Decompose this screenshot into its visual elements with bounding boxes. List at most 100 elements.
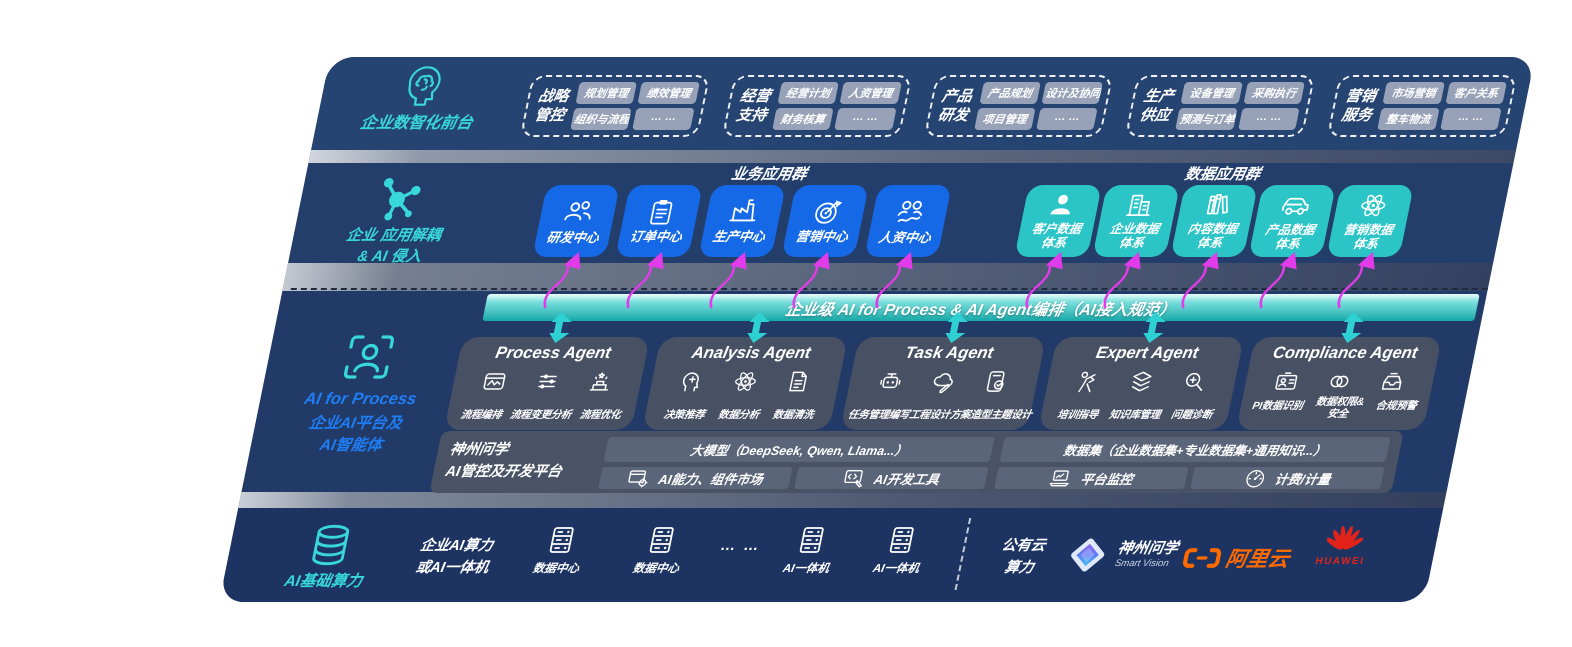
- compute-node-ai-appliance: AI一体机: [764, 525, 854, 576]
- component-market-icon: [626, 467, 652, 489]
- business-app-group-title: 业务应用群: [729, 166, 809, 183]
- ellipsis-nodes: … …: [718, 537, 763, 554]
- laptop-monitor-icon: [1048, 467, 1074, 489]
- agent-capability: 决策推荐: [662, 410, 706, 421]
- module-chip: 组织与流程: [570, 108, 633, 130]
- module-chip: … …: [834, 108, 897, 130]
- dev-tools-icon: [841, 467, 867, 489]
- card-content-data: 内容数据体系: [1170, 185, 1258, 257]
- module-chip: 整车物流: [1377, 108, 1440, 130]
- task-agent-box: Task Agent 任务管理 编写工程设计方案 造型主题设计: [840, 337, 1047, 430]
- orchestration-bar: 企业级 AI for Process & AI Agent编排（AI接入规范）: [482, 294, 1480, 321]
- module-chip: 预测与订单: [1175, 108, 1238, 130]
- front-group-production: 生产供应 设备管理 采购执行 预测与订单 … …: [1125, 75, 1316, 137]
- agent-capability: 任务管理: [846, 410, 890, 421]
- agent-capability: 数据清洗: [771, 410, 815, 421]
- people-icon: [560, 197, 596, 227]
- card-label: 营销中心: [794, 229, 850, 245]
- factory-icon: [727, 197, 762, 226]
- people-wave-icon: [892, 197, 928, 227]
- compute-node-datacenter: 数据中心: [614, 525, 704, 576]
- cell-label: AI能力、组件市场: [657, 471, 765, 487]
- node-label: 数据中心: [531, 563, 581, 575]
- database-icon: [304, 522, 357, 568]
- enterprise-compute-line2: 或AI一体机: [414, 559, 490, 576]
- car-icon: [1277, 190, 1313, 220]
- business-app-cards: 研发中心 订单中心 生产中心 营销中心 人资中心: [532, 185, 952, 257]
- module-chip: 产品规划: [979, 82, 1041, 104]
- agent-capability: 知识库管理: [1107, 410, 1162, 421]
- agent-capability: 问题诊断: [1170, 410, 1214, 421]
- analysis-agent-box: Analysis Agent 决策推荐 数据分析 数据清洗: [642, 337, 849, 430]
- target-icon: [810, 197, 845, 226]
- partner-name: HUAWEI: [1314, 556, 1366, 567]
- atom-icon: [731, 369, 761, 394]
- books-icon: [1200, 191, 1234, 219]
- group-title: 战略管控: [532, 87, 571, 125]
- document-icon: [784, 369, 814, 394]
- app-layer-label-line1: 企业 应用解耦: [344, 227, 443, 244]
- cloud-pen-icon: [929, 369, 959, 394]
- group-title: 生产供应: [1138, 87, 1176, 125]
- server-icon: [644, 525, 680, 555]
- module-chip: 财务核算: [771, 108, 834, 130]
- card-label: 客户数据体系: [1030, 222, 1083, 250]
- person-icon: [1044, 191, 1078, 219]
- module-chip: 采购执行: [1243, 82, 1306, 104]
- card-product-data: 产品数据体系: [1248, 185, 1336, 257]
- group-title: 经营支持: [734, 87, 773, 125]
- card-label: 企业数据体系: [1108, 222, 1161, 250]
- card-order-center: 订单中心: [615, 185, 703, 257]
- layer-separator-dashed-line: [290, 288, 1489, 290]
- model-header: 大模型（DeepSeek, Qwen, Llama...）: [603, 437, 995, 462]
- partner-name: 阿里云: [1223, 548, 1292, 571]
- module-chip: 项目管理: [973, 108, 1036, 130]
- agent-title: Expert Agent: [1094, 344, 1201, 362]
- dataset-column: 数据集（企业数据集+专业数据集+通用知识...） 平台监控 计费/计量: [994, 437, 1391, 489]
- group-title: 产品研发: [936, 87, 974, 125]
- cell-label: 平台监控: [1079, 471, 1135, 487]
- front-module-groups: 战略管控 规划管理 绩效管理 组织与流程 … … 经营支持 经营计划 人资管理 …: [519, 75, 1518, 137]
- node-label: AI一体机: [781, 563, 831, 575]
- agent-capability: 流程变更分析: [508, 410, 573, 421]
- enterprise-ai-architecture-diagram: 企业数智化前台 战略管控 规划管理 绩效管理 组织与流程 … … 经营支持 经营…: [219, 57, 1535, 602]
- optimize-icon: [586, 369, 616, 394]
- model-column: 大模型（DeepSeek, Qwen, Llama...） AI能力、组件市场 …: [598, 437, 995, 489]
- public-cloud-line2: 算力: [1002, 559, 1036, 576]
- agent-capability: PI数据识别: [1251, 401, 1304, 412]
- smartvision-logo-icon: [1071, 538, 1105, 572]
- partner-huawei: HUAWEI: [1314, 525, 1372, 567]
- partner-smartvision: 神州问学 Smart Vision: [1062, 534, 1181, 576]
- molecule-icon: [366, 171, 429, 223]
- partner-aliyun: 阿里云: [1180, 543, 1292, 573]
- agent-capability: 合规预警: [1374, 401, 1418, 412]
- agent-title: Analysis Agent: [690, 344, 813, 362]
- front-group-product: 产品研发 产品规划 设计及协同 项目管理 … …: [923, 75, 1114, 137]
- agent-capability: 流程优化: [578, 410, 622, 421]
- ai-dev-tools-cell: AI开发工具: [794, 467, 989, 489]
- link-icon: [1325, 369, 1355, 394]
- module-chip: … …: [1237, 108, 1300, 130]
- card-production-center: 生产中心: [698, 185, 786, 257]
- module-chip: … …: [1439, 108, 1502, 130]
- module-chip: … …: [1036, 108, 1099, 130]
- module-chip: 设计及协同: [1041, 82, 1104, 104]
- server-icon: [544, 525, 580, 555]
- expert-agent-box: Expert Agent 培训指导 知识库管理 问题诊断: [1038, 337, 1245, 430]
- card-label: 产品数据体系: [1264, 223, 1317, 251]
- card-label: 营销数据体系: [1342, 222, 1395, 251]
- module-chip: 绩效管理: [637, 82, 700, 104]
- flow-icon: [480, 369, 510, 394]
- agent-title: Process Agent: [493, 344, 613, 362]
- clipboard-icon: [644, 198, 678, 226]
- ai-for-process-label: AI for Process: [302, 390, 419, 408]
- module-chip: 经营计划: [777, 82, 840, 104]
- aliyun-logo-icon: [1183, 548, 1222, 568]
- ai-platform-label-line1: 企业AI平台及: [307, 415, 404, 432]
- card-label: 内容数据体系: [1186, 222, 1239, 250]
- module-chip: 人资管理: [839, 82, 902, 104]
- person-scan-icon: [339, 332, 399, 382]
- platform-monitor-cell: 平台监控: [994, 467, 1189, 489]
- dataset-header: 数据集（企业数据集+专业数据集+通用知识...）: [999, 437, 1391, 462]
